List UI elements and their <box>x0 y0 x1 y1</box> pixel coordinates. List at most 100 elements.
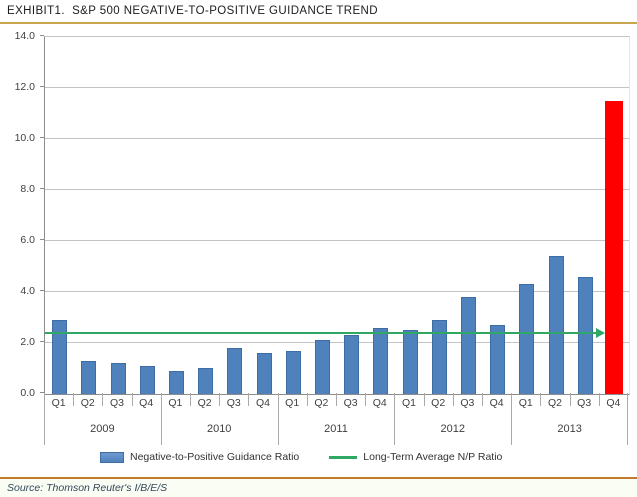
gridline <box>45 240 629 241</box>
bar-2011-q4 <box>373 328 389 394</box>
x-axis-separator <box>453 393 454 406</box>
y-axis-tick <box>40 86 44 87</box>
y-axis-label: 2.0 <box>20 336 35 348</box>
x-axis-label-2009-q2: Q2 <box>80 397 95 409</box>
x-axis-separator <box>73 393 74 406</box>
gridline <box>45 189 629 190</box>
y-axis-tick <box>40 392 44 393</box>
bar-2012-q2 <box>431 320 447 394</box>
x-axis-label-2011-q3: Q3 <box>343 397 358 409</box>
plot-area <box>44 36 630 395</box>
x-axis-separator <box>190 393 191 406</box>
y-axis-tick <box>40 341 44 342</box>
x-axis-year-2011: 2011 <box>324 423 348 435</box>
y-axis-tick <box>40 290 44 291</box>
x-axis-label-2010-q1: Q1 <box>168 397 183 409</box>
x-axis-separator <box>336 393 337 406</box>
x-axis-years: 2009 2010 2011 2012 2013 <box>44 417 628 445</box>
bar-2009-q4 <box>139 366 155 394</box>
x-axis-separator <box>570 393 571 406</box>
bar-2009-q2 <box>81 361 97 394</box>
bar-2009-q3 <box>110 363 126 394</box>
y-axis: 0.0 2.0 4.0 6.0 8.0 10.0 12.0 14.0 <box>0 30 44 399</box>
x-axis-label-2011-q4: Q4 <box>372 397 387 409</box>
y-axis-label: 6.0 <box>20 234 35 246</box>
bar-2009-q1 <box>52 320 68 394</box>
y-axis-tick <box>40 35 44 36</box>
bar-2011-q1 <box>285 351 301 394</box>
x-axis-label-2010-q4: Q4 <box>255 397 270 409</box>
bar-2010-q2 <box>198 368 214 394</box>
bar-2010-q4 <box>256 353 272 394</box>
bottom-rule <box>0 477 637 479</box>
bar-2010-q3 <box>227 348 243 394</box>
y-axis-label: 14.0 <box>14 30 35 42</box>
y-axis-label: 10.0 <box>14 132 35 144</box>
bar-2012-q4 <box>490 325 506 394</box>
y-axis-label: 4.0 <box>20 285 35 297</box>
legend-item-average-line: Long-Term Average N/P Ratio <box>329 451 502 463</box>
x-axis-label-2010-q2: Q2 <box>197 397 212 409</box>
x-axis-label-2013-q1: Q1 <box>518 397 533 409</box>
exhibit-title: EXHIBIT1. S&P 500 NEGATIVE-TO-POSITIVE G… <box>7 5 378 17</box>
bar-2012-q3 <box>460 297 476 394</box>
x-axis-separator <box>161 393 162 445</box>
x-axis-separator <box>132 393 133 406</box>
bar-2012-q1 <box>402 330 418 394</box>
legend-label-guidance-ratio: Negative-to-Positive Guidance Ratio <box>130 451 300 463</box>
x-axis-separator <box>248 393 249 406</box>
y-axis-label: 8.0 <box>20 183 35 195</box>
x-axis-separator <box>102 393 103 406</box>
x-axis-label-2009-q4: Q4 <box>139 397 154 409</box>
bar-2010-q1 <box>168 371 184 394</box>
y-axis-label: 0.0 <box>20 387 35 399</box>
x-axis-label-2013-q4: Q4 <box>606 397 621 409</box>
legend: Negative-to-Positive Guidance Ratio Long… <box>100 451 502 463</box>
bar-2013-q2 <box>548 256 564 394</box>
y-axis-tick <box>40 239 44 240</box>
y-axis-tick <box>40 188 44 189</box>
x-axis-separator <box>365 393 366 406</box>
x-axis-separator <box>627 393 628 445</box>
legend-label-average-line: Long-Term Average N/P Ratio <box>363 451 503 463</box>
source-strip: Source: Thomson Reuter's I/B/E/S <box>0 479 637 497</box>
x-axis-separator <box>278 393 279 445</box>
average-line <box>45 331 597 334</box>
x-axis-year-2012: 2012 <box>440 423 466 435</box>
x-axis-label-2012-q1: Q1 <box>401 397 416 409</box>
gridline <box>45 342 629 343</box>
x-axis-label-2012-q2: Q2 <box>431 397 446 409</box>
gridline <box>45 87 629 88</box>
x-axis-separator <box>44 393 45 445</box>
x-axis-label-2013-q3: Q3 <box>577 397 592 409</box>
x-axis-quarters: Q1 Q2 Q3 Q4 Q1 Q2 Q3 Q4 Q1 Q2 Q3 Q4 Q1 Q2 Q3 Q4 Q1 Q2 Q3 Q4 <box>44 393 628 445</box>
legend-item-guidance-ratio: Negative-to-Positive Guidance Ratio <box>100 451 299 463</box>
x-axis-separator <box>482 393 483 406</box>
x-axis-separator <box>219 393 220 406</box>
x-axis-separator <box>511 393 512 445</box>
gridline <box>45 138 629 139</box>
x-axis-separator <box>424 393 425 406</box>
y-axis-label: 12.0 <box>14 81 35 93</box>
gridline <box>45 291 629 292</box>
x-axis-label-2011-q1: Q1 <box>285 397 300 409</box>
x-axis-label-2013-q2: Q2 <box>547 397 562 409</box>
source-text: Source: Thomson Reuter's I/B/E/S <box>7 482 168 494</box>
bar-2011-q2 <box>314 340 330 394</box>
bar-2013-q4 <box>605 101 624 394</box>
bar-2013-q1 <box>519 284 535 394</box>
average-line-arrow-icon <box>596 327 605 338</box>
x-axis-separator <box>307 393 308 406</box>
x-axis-year-2010: 2010 <box>206 423 232 435</box>
x-axis-separator <box>540 393 541 406</box>
x-axis-label-2010-q3: Q3 <box>226 397 241 409</box>
bar-2011-q3 <box>344 335 360 394</box>
average-line-swatch-icon <box>329 455 358 459</box>
x-axis-label-2012-q3: Q3 <box>460 397 475 409</box>
x-axis-year-2013: 2013 <box>557 423 582 435</box>
bar-series-swatch-icon <box>100 451 124 463</box>
x-axis-separator <box>394 393 395 445</box>
x-axis-label-2009-q3: Q3 <box>109 397 124 409</box>
x-axis-label-2011-q2: Q2 <box>314 397 329 409</box>
x-axis-separator <box>599 393 600 406</box>
